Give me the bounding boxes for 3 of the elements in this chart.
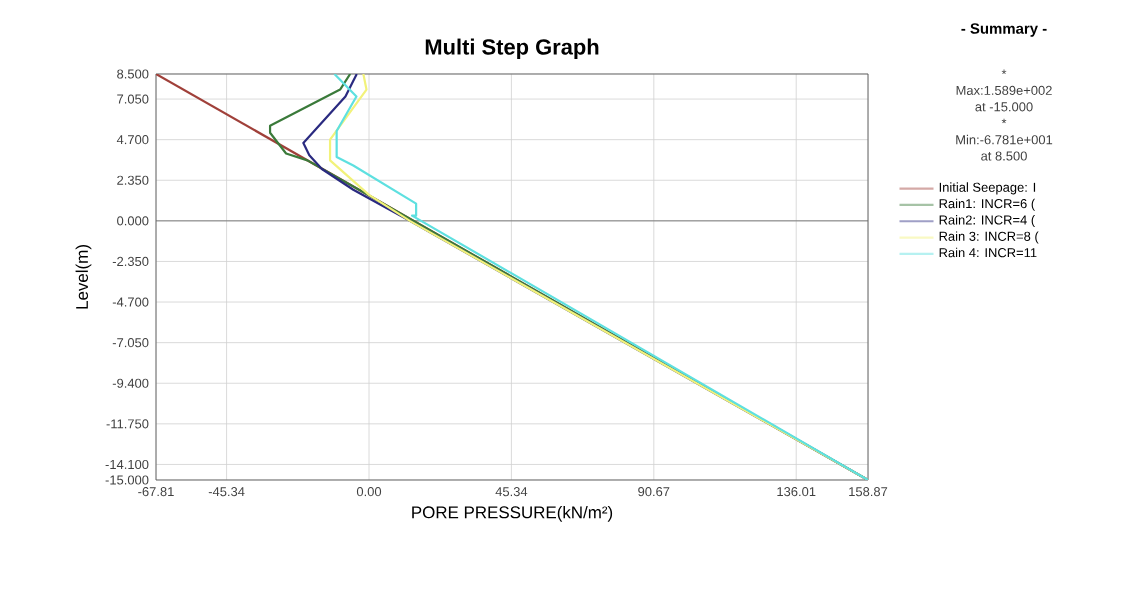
x-axis-title: PORE PRESSURE(kN/m²) (412, 505, 613, 522)
chart-title: Multi Step Graph (425, 38, 599, 59)
y-axis-title: Level(m) (75, 245, 92, 309)
